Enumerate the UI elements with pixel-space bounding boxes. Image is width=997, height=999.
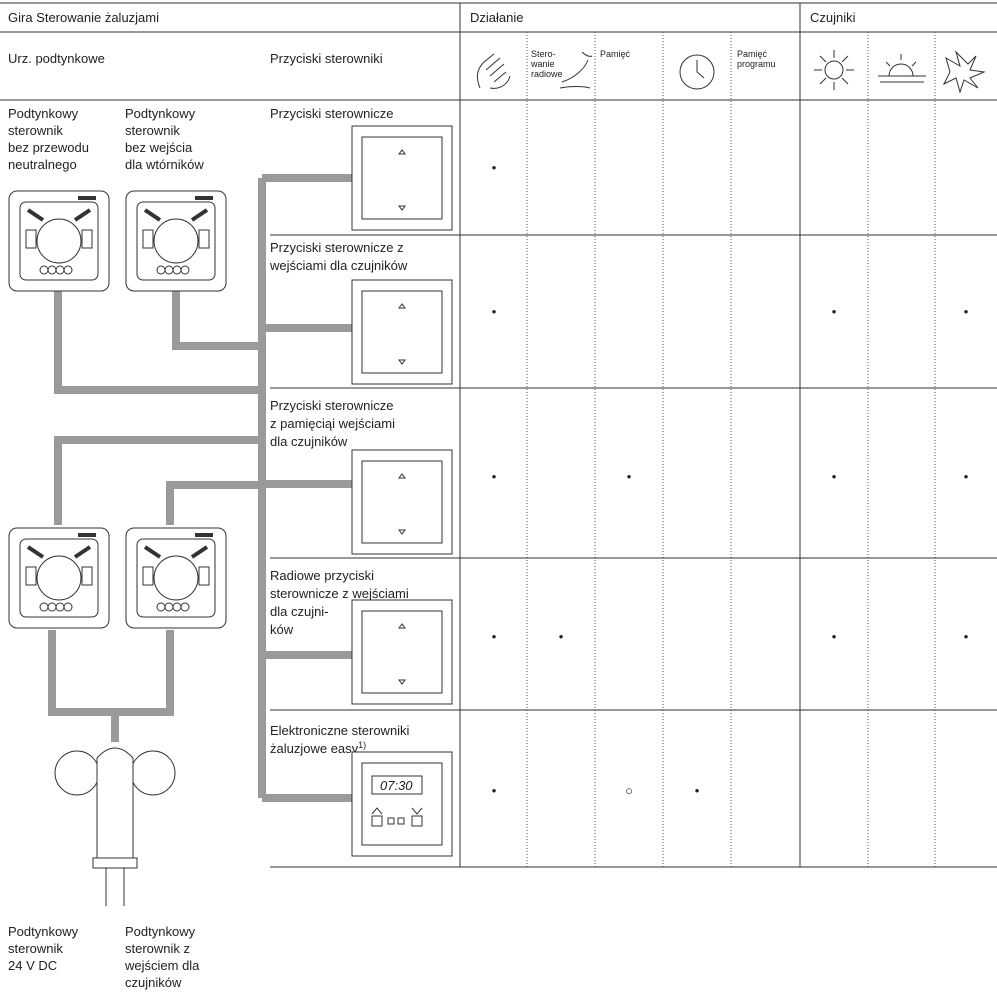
device-label: Podtynkowy [125,924,196,939]
column-label: Stero- [531,49,556,59]
column-label: radiowe [531,69,563,79]
cell-mark: ○ [625,783,633,798]
row-label: dla czujni- [270,604,329,619]
footnote-mark: 1) [358,740,366,750]
device-label: Podtynkowy [8,106,79,121]
row-label: Przyciski sterownicze [270,106,394,121]
row-label: Radiowe przyciski [270,568,374,583]
cell-mark: • [627,469,632,484]
cell-mark: • [492,629,497,644]
column-label: Pamięć [600,49,631,59]
device-label: neutralnego [8,157,77,172]
cell-mark: • [832,629,837,644]
device-label: Podtynkowy [125,106,196,121]
switch-rocker [361,136,443,220]
device-icon [8,527,110,629]
device-label: sterownik [8,123,63,138]
device-icon [125,527,227,629]
group-header: Czujniki [810,10,856,25]
timer-time: 07:30 [380,778,413,793]
timer-buttons [371,807,423,827]
switch-arrow [398,149,406,211]
cell-mark: • [559,629,564,644]
column-label: Pamięć [737,49,768,59]
title: Gira Sterowanie żaluzjami [8,10,159,25]
device-label: sterownik [125,123,180,138]
cell-mark: • [832,469,837,484]
cell-mark: • [964,469,969,484]
device-label: sterownik z [125,941,190,956]
switch-rocker [361,762,443,846]
column-header: Urz. podtynkowe [8,51,105,66]
switch-arrow [398,303,406,365]
cell-mark: • [492,304,497,319]
cell-mark: • [832,304,837,319]
row-label: wejściami dla czujników [269,258,408,273]
cell-mark: • [964,304,969,319]
switch-arrow [398,623,406,685]
table-rules [0,2,997,868]
column-header: Przyciski sterowniki [270,51,383,66]
row-label: żaluzjowe easy1) [270,740,366,756]
switch-arrow [398,473,406,535]
cell-mark: • [492,469,497,484]
column-icons [476,50,986,94]
device-label: 24 V DC [8,958,57,973]
device-icon [125,190,227,292]
cell-mark: • [492,160,497,175]
device-icon [8,190,110,292]
device-label: Podtynkowy [8,924,79,939]
row-label: sterownicze z wejściami [270,586,409,601]
column-label: programu [737,59,776,69]
row-label: ków [270,622,294,637]
row-label: z pamięciąi wejściami [270,416,395,431]
row-label: dla czujników [270,434,348,449]
wiring [48,174,352,802]
row-label: Elektroniczne sterowniki [270,723,410,738]
device-label: bez przewodu [8,140,89,155]
device-label: wejściem dla [124,958,200,973]
row-label: Przyciski sterownicze [270,398,394,413]
device-label: dla wtórników [125,157,204,172]
anemometer [54,747,176,906]
group-header: Działanie [470,10,523,25]
row-label: Przyciski sterownicze z [270,240,404,255]
column-label: wanie [530,59,555,69]
device-label: bez wejścia [125,140,193,155]
cell-mark: • [964,629,969,644]
timer-display [371,775,423,795]
device-label: czujników [125,975,182,990]
cell-mark: • [492,783,497,798]
device-label: sterownik [8,941,63,956]
cell-mark: • [695,783,700,798]
